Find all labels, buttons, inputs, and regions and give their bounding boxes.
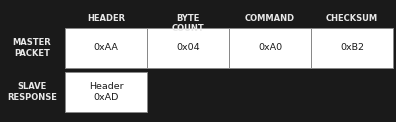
Text: HEADER: HEADER [87,14,125,23]
Text: BYTE
COUNT: BYTE COUNT [171,14,204,33]
Bar [229,28,311,68]
Bar [311,28,393,68]
Text: Header
0xAD: Header 0xAD [89,82,123,102]
Text: CHECKSUM: CHECKSUM [326,14,378,23]
Bar [65,72,147,112]
Text: 0xB2: 0xB2 [340,44,364,52]
Text: SLAVE
RESPONSE: SLAVE RESPONSE [7,82,57,102]
Text: COMMAND: COMMAND [245,14,295,23]
Bar [147,28,229,68]
Text: 0xAA: 0xAA [93,44,118,52]
Text: MASTER
PACKET: MASTER PACKET [13,38,51,58]
Text: 0x04: 0x04 [176,44,200,52]
Bar [65,28,147,68]
Text: 0xA0: 0xA0 [258,44,282,52]
